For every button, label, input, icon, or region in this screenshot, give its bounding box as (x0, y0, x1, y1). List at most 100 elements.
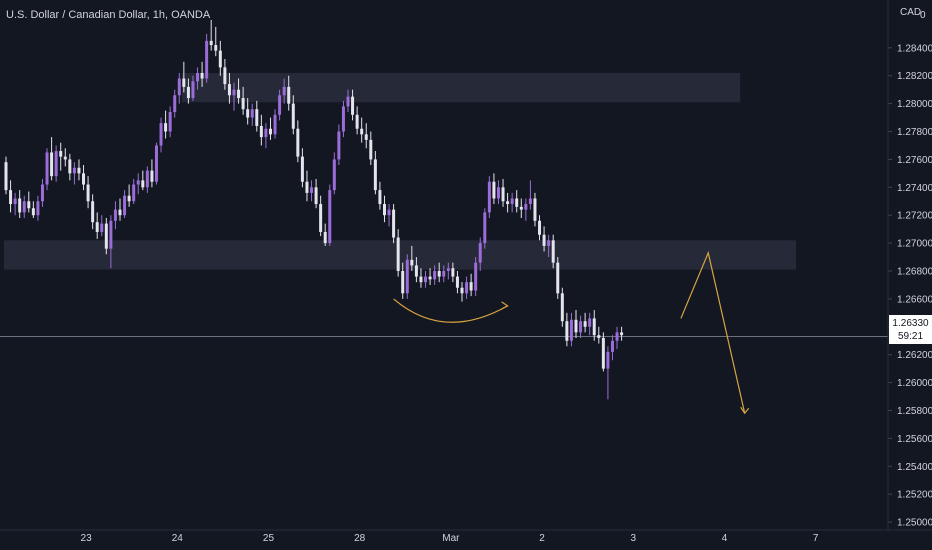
candle-body-bear (378, 190, 382, 205)
candle-body-bear (164, 123, 168, 132)
candle-body-bear (323, 231, 327, 244)
y-axis-tick-label: 1.26200 (897, 350, 932, 361)
candle-body-bull (487, 181, 491, 213)
candle-body-bear (501, 187, 505, 202)
x-axis-tick-label: 24 (172, 533, 184, 544)
candle-body-bull (109, 220, 113, 249)
candle-body-bear (182, 78, 186, 87)
candle-body-bull (13, 198, 17, 205)
candle-body-bear (469, 282, 473, 291)
candle-body-bear (597, 335, 601, 338)
y-axis-tick-label: 1.27200 (897, 211, 932, 222)
currency-suffix: 0 (920, 10, 926, 21)
candle-body-bull (264, 128, 268, 138)
candle-body-bull (36, 201, 40, 216)
x-axis-tick-label: 2 (539, 533, 545, 544)
candle-body-bear (296, 128, 300, 157)
candle-body-bear (351, 96, 355, 115)
projection-path-annotation (680, 250, 746, 414)
candle-body-bear (4, 162, 8, 191)
x-axis-tick-label: Mar (442, 533, 460, 544)
candle-body-bear (127, 195, 131, 202)
candle-body-bear (515, 198, 519, 207)
candle-body-bear (305, 181, 309, 193)
candle-body-bear (419, 276, 423, 283)
candle-body-bull (154, 145, 158, 182)
curved-arrow-head (501, 301, 509, 310)
candle-body-bull (446, 268, 450, 271)
candle-body-bear (227, 84, 231, 96)
candle-body-bear (255, 109, 259, 126)
candle-body-bear (241, 98, 245, 110)
candle-body-bull (173, 95, 177, 112)
candle-body-bear (455, 276, 459, 288)
candle-body-bull (610, 340, 614, 352)
candle-body-bear (141, 180, 145, 188)
candle-body-bear (31, 208, 35, 216)
candle-body-bear (91, 201, 95, 223)
candle-body-bear (583, 321, 587, 327)
candle-body-bull (328, 190, 332, 244)
candle-body-bear (319, 204, 323, 232)
candle-body-bull (45, 152, 49, 185)
candle-body-bear (291, 103, 295, 129)
candle-body-bear (364, 134, 368, 140)
candle-body-bear (437, 271, 441, 277)
candle-body-bull (528, 198, 532, 205)
candle-body-bull (615, 332, 619, 341)
symbol-title: U.S. Dollar / Canadian Dollar, 1h, OANDA (6, 9, 211, 21)
candle-body-bull (145, 170, 149, 188)
candle-body-bear (104, 223, 108, 249)
y-axis-tick-label: 1.27000 (897, 239, 932, 250)
candle-body-bear (150, 170, 154, 182)
y-axis-tick-label: 1.25600 (897, 434, 932, 445)
candle-body-bull (510, 198, 514, 205)
candle-body-bear (214, 45, 218, 51)
candle-body-bear (392, 209, 396, 238)
y-axis-tick-label: 1.25200 (897, 490, 932, 501)
candle-body-bear (63, 156, 67, 160)
candle-body-bear (396, 237, 400, 271)
candle-body-bull (442, 271, 446, 277)
candle-body-bull (273, 114, 277, 135)
candle-body-bull (332, 159, 336, 191)
candle-body-bear (218, 50, 222, 68)
candle-body-bull (524, 204, 528, 210)
candle-body-bear (355, 114, 359, 129)
curved-arrow-annotation (393, 298, 508, 323)
candle-body-bull (606, 351, 610, 369)
candle-body-bear (9, 190, 13, 205)
candle-body-bull (478, 243, 482, 263)
candle-body-bull (282, 86, 286, 96)
bar-countdown: 59:21 (897, 331, 924, 342)
candle-body-bull (250, 109, 254, 118)
y-axis-tick-label: 1.28400 (897, 43, 932, 54)
candle-body-bear (86, 184, 90, 202)
candle-body-bear (410, 259, 414, 266)
candle-body-bear (538, 220, 542, 235)
candle-body-bull (54, 151, 58, 177)
last-price-tag: 1.26330 59:21 (889, 315, 932, 344)
y-axis-tick-label: 1.27600 (897, 155, 932, 166)
candle-body-bear (551, 240, 555, 263)
candle-body-bear (287, 86, 291, 104)
candle-body-bull (72, 167, 76, 174)
x-axis-tick-label: 7 (813, 533, 819, 544)
candle-body-bull (341, 106, 345, 132)
candle-body-bear (300, 156, 304, 182)
candle-body-bull (191, 81, 195, 99)
candle-body-bear (373, 159, 377, 191)
candle-body-bear (519, 206, 523, 210)
candle-body-bear (95, 222, 99, 232)
candle-body-bull (113, 209, 117, 221)
candle-body-bear (223, 67, 227, 85)
x-axis-tick-label: 4 (722, 533, 728, 544)
candle-body-bull (433, 271, 437, 280)
candle-body-bear (574, 319, 578, 333)
upper-supply-zone (181, 72, 741, 103)
candle-body-bull (136, 180, 140, 185)
currency-label[interactable]: CAD (900, 7, 922, 18)
x-axis-tick-label: 23 (81, 533, 93, 544)
